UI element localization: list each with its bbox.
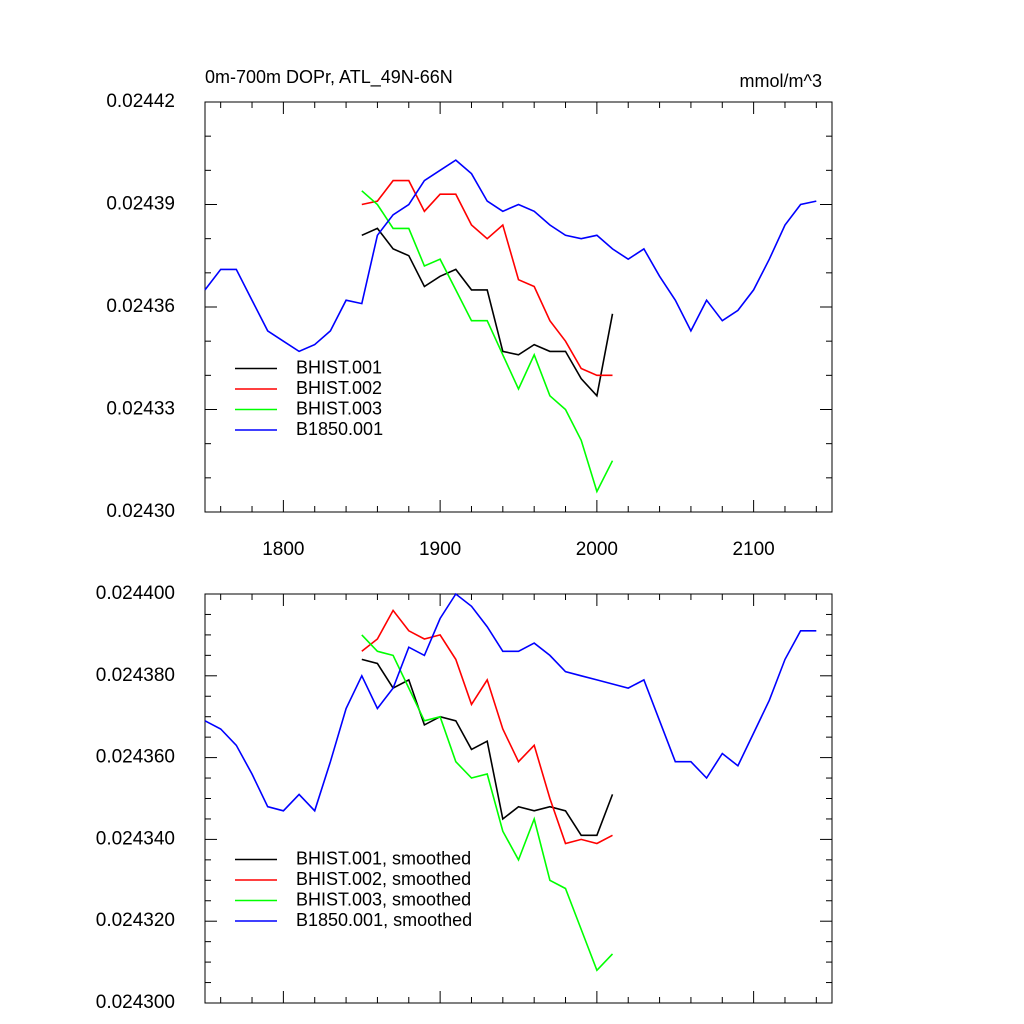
- legend-label: BHIST.001: [296, 357, 382, 377]
- legend-label: B1850.001: [296, 419, 383, 439]
- data-line: [361, 634, 614, 972]
- y-tick-label: 0.024340: [96, 828, 175, 849]
- y-tick-label: 0.024360: [96, 747, 175, 768]
- data-line: [361, 227, 614, 398]
- data-line: [361, 179, 613, 377]
- x-tick-label: 2000: [576, 539, 618, 560]
- legend-label: BHIST.003: [296, 398, 382, 418]
- y-tick-label: 0.02433: [106, 399, 175, 420]
- data-line: [361, 658, 614, 837]
- x-tick-label: 2100: [732, 539, 774, 560]
- plot-frame: [204, 593, 833, 1004]
- legend-label: BHIST.002: [296, 378, 382, 398]
- data-line: [204, 592, 817, 813]
- y-tick-label: 0.02436: [106, 296, 175, 317]
- y-tick-label: 0.02442: [106, 91, 175, 112]
- y-tick-label: 0.024300: [96, 992, 175, 1013]
- data-line: [204, 159, 817, 353]
- x-tick-label: 1900: [419, 539, 461, 560]
- y-tick-label: 0.02439: [106, 194, 175, 215]
- legend-label: BHIST.003, smoothed: [296, 889, 471, 909]
- y-tick-label: 0.024380: [96, 665, 175, 686]
- legend-label: BHIST.002, smoothed: [296, 869, 471, 889]
- chart-title: 0m-700m DOPr, ATL_49N-66N: [205, 67, 453, 88]
- x-tick-label: 1800: [262, 539, 304, 560]
- plot-frame: [204, 101, 833, 513]
- legend-label: BHIST.001, smoothed: [296, 848, 471, 868]
- legend-label: B1850.001, smoothed: [296, 910, 472, 930]
- data-line: [361, 190, 614, 494]
- y-tick-label: 0.024320: [96, 910, 175, 931]
- y-tick-label: 0.02430: [106, 501, 175, 522]
- data-line: [361, 608, 613, 845]
- y-tick-label: 0.024400: [96, 583, 175, 604]
- units-label: mmol/m^3: [740, 71, 822, 91]
